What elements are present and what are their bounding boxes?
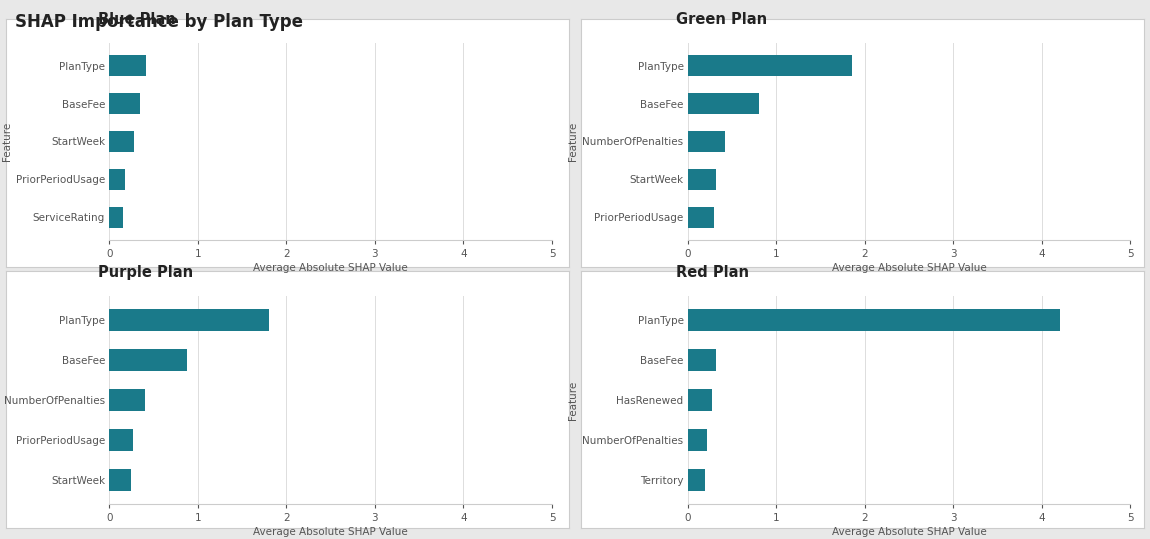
Bar [688,429,707,451]
Text: Red Plan: Red Plan [676,265,749,280]
Bar [109,131,135,152]
Bar [109,469,131,491]
Bar [109,93,140,114]
Bar [688,169,716,190]
Text: SHAP Importance by Plan Type: SHAP Importance by Plan Type [15,13,302,31]
Bar [688,469,705,491]
Bar [109,169,125,190]
Bar [109,429,133,451]
Bar [688,349,716,371]
Bar [109,207,123,227]
Text: Blue Plan: Blue Plan [98,12,176,27]
Y-axis label: Feature: Feature [1,122,12,161]
Y-axis label: Feature: Feature [568,122,578,161]
Bar [109,309,269,331]
Bar [688,207,714,227]
Text: Purple Plan: Purple Plan [98,265,193,280]
Bar [688,131,724,152]
Bar [688,56,851,76]
Text: Green Plan: Green Plan [676,12,767,27]
X-axis label: Average Absolute SHAP Value: Average Absolute SHAP Value [253,527,408,537]
Bar [109,349,187,371]
X-axis label: Average Absolute SHAP Value: Average Absolute SHAP Value [831,263,987,273]
Bar [688,389,713,411]
X-axis label: Average Absolute SHAP Value: Average Absolute SHAP Value [831,527,987,537]
X-axis label: Average Absolute SHAP Value: Average Absolute SHAP Value [253,263,408,273]
Bar [109,56,146,76]
Y-axis label: Feature: Feature [568,381,578,420]
Bar [688,93,759,114]
Bar [109,389,145,411]
Bar [688,309,1059,331]
